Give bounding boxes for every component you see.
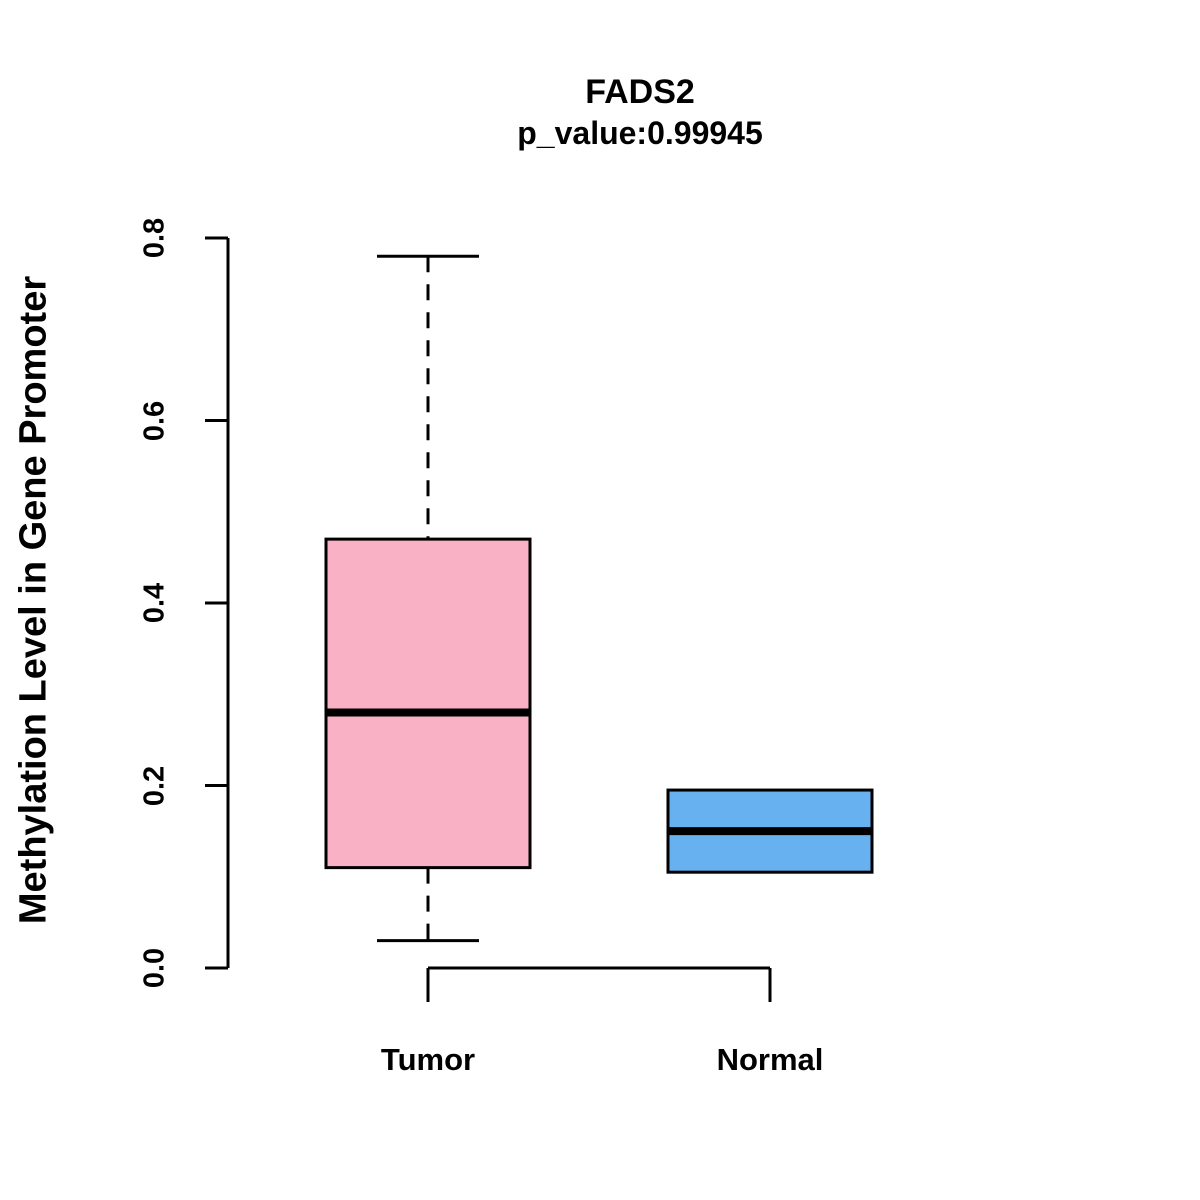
chart-subtitle: p_value:0.99945	[517, 114, 763, 151]
chart-title-block: FADS2 p_value:0.99945	[120, 72, 1160, 154]
x-category-label-tumor: Tumor	[380, 1042, 476, 1077]
x-category-label-normal: Normal	[716, 1042, 824, 1077]
tumor-box	[324, 537, 532, 870]
chart-title: FADS2	[585, 73, 695, 111]
